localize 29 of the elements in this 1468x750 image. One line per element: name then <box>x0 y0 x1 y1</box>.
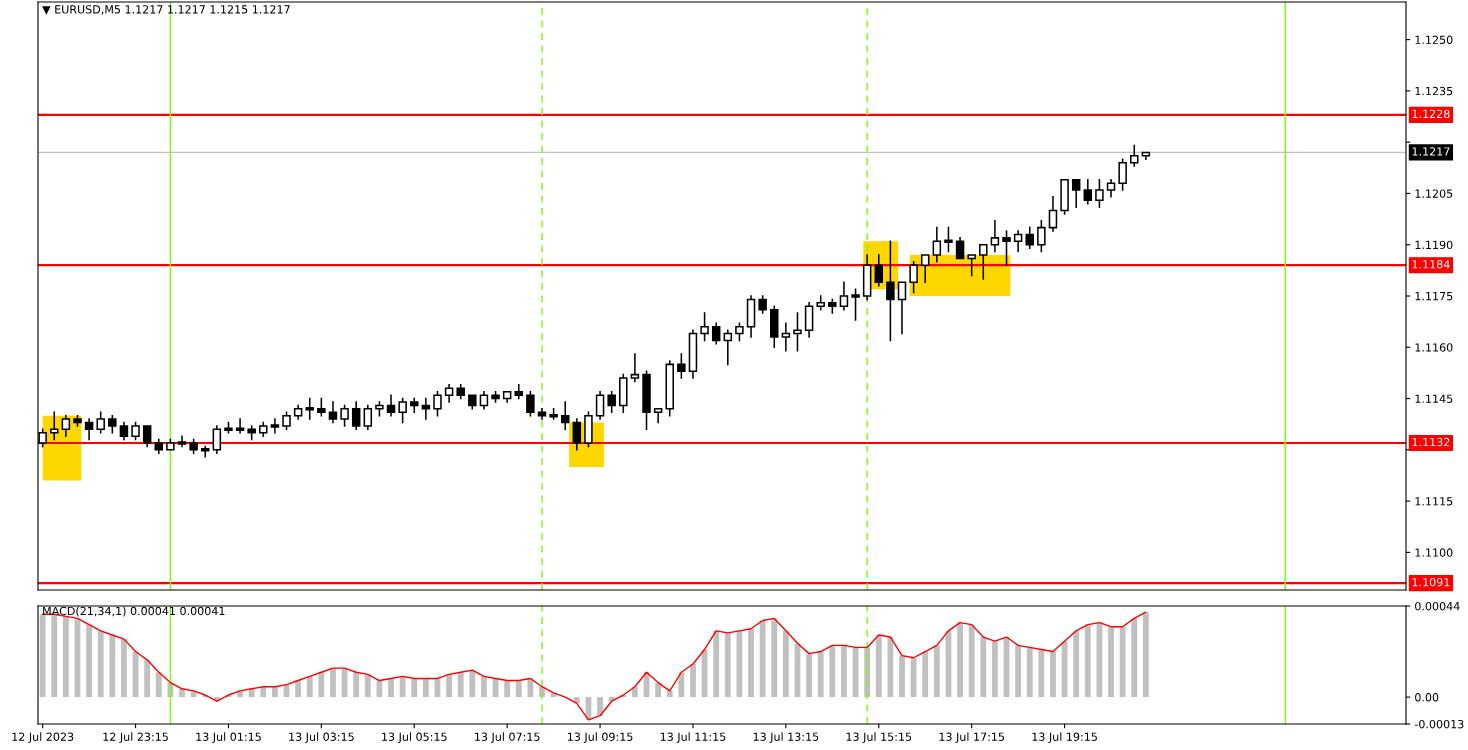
x-tick-label: 13 Jul 05:15 <box>382 732 447 743</box>
y-tick-label: 1.1100 <box>1415 548 1453 557</box>
y-tick-label: 1.1145 <box>1415 394 1453 403</box>
x-tick-label: 13 Jul 17:15 <box>939 732 1005 743</box>
y-tick-label: 1.1250 <box>1415 35 1453 44</box>
ref-line-label: 1.1228 <box>1412 109 1450 119</box>
y-tick-label: 1.1115 <box>1415 497 1453 506</box>
x-tick-label: 13 Jul 07:15 <box>475 732 540 743</box>
x-tick-label: 12 Jul 2023 <box>12 732 74 743</box>
y-tick-label: 1.1205 <box>1415 189 1453 198</box>
ref-line-label: 1.1184 <box>1412 260 1450 269</box>
ref-line-label: 1.1091 <box>1412 577 1450 587</box>
x-tick-label: 13 Jul 15:15 <box>846 732 912 743</box>
x-tick-label: 13 Jul 13:15 <box>753 732 819 743</box>
x-tick-label: 13 Jul 03:15 <box>289 732 354 743</box>
y-tick-label: 1.1190 <box>1415 240 1453 250</box>
y-tick-label: 1.1175 <box>1415 292 1453 301</box>
y-tick-label: -0.00013 <box>1414 719 1464 729</box>
y-tick-label: 0.00044 <box>1415 601 1460 611</box>
y-tick-label: 0.00 <box>1415 693 1439 702</box>
x-tick-label: 13 Jul 11:15 <box>660 732 726 743</box>
ref-line-label: 1.1217 <box>1412 147 1450 156</box>
x-tick-label: 12 Jul 23:15 <box>103 732 168 743</box>
x-tick-label: 13 Jul 01:15 <box>196 732 261 743</box>
ref-line-label: 1.1132 <box>1412 437 1450 447</box>
y-tick-label: 1.1160 <box>1415 343 1453 352</box>
x-tick-label: 13 Jul 09:15 <box>567 732 633 743</box>
x-tick-label: 13 Jul 19:15 <box>1032 732 1097 743</box>
y-tick-label: 1.1235 <box>1415 86 1453 96</box>
